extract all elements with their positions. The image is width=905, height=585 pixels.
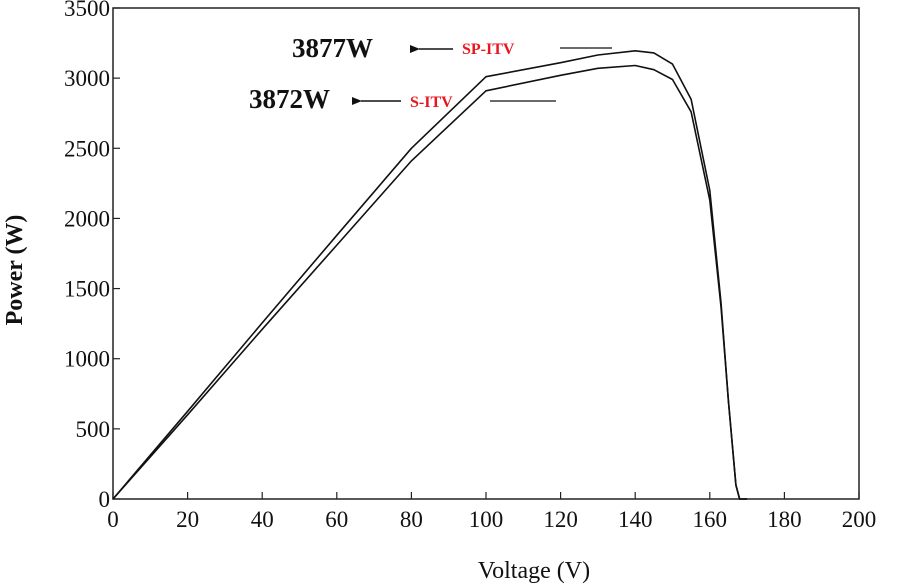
x-tick-label: 160 bbox=[693, 507, 728, 532]
series-line-s-itv bbox=[112, 64, 748, 500]
s-itv-series-label: S-ITV bbox=[410, 94, 453, 111]
x-tick-label: 80 bbox=[400, 507, 423, 532]
x-tick-label: 20 bbox=[176, 507, 199, 532]
axis-ticks: 0 20 40 60 80 100 120 140 160 180 2000500100015002… bbox=[64, 0, 876, 532]
plot-frame bbox=[112, 7, 860, 500]
y-tick-label: 1500 bbox=[64, 277, 110, 302]
x-tick-label: 180 bbox=[767, 507, 802, 532]
series-line-sp-itv bbox=[112, 49, 748, 500]
y-tick-label: 2000 bbox=[64, 206, 110, 231]
sp-itv-peak-value: 3877W bbox=[292, 33, 373, 63]
y-tick-label: 3000 bbox=[64, 66, 110, 91]
x-tick-label: 0 bbox=[107, 507, 119, 532]
x-tick-label: 140 bbox=[618, 507, 653, 532]
y-tick-label: 3500 bbox=[64, 0, 110, 21]
peak-annotations: 3877W SP-ITV 3872W S-ITV bbox=[249, 33, 612, 114]
x-tick-label: 40 bbox=[251, 507, 274, 532]
y-tick-label: 0 bbox=[99, 487, 111, 512]
s-itv-peak-value: 3872W bbox=[249, 84, 330, 114]
y-tick-label: 1000 bbox=[64, 347, 110, 372]
x-tick-label: 200 bbox=[842, 507, 877, 532]
y-tick-label: 2500 bbox=[64, 136, 110, 161]
x-tick-label: 100 bbox=[469, 507, 504, 532]
y-axis-title: Power (W) bbox=[2, 215, 28, 326]
y-tick-label: 500 bbox=[76, 417, 111, 442]
sp-itv-series-label: SP-ITV bbox=[462, 41, 515, 58]
x-axis-title: Voltage (V) bbox=[478, 558, 590, 584]
series-lines bbox=[112, 49, 748, 500]
x-tick-label: 120 bbox=[543, 507, 578, 532]
x-tick-label: 60 bbox=[325, 507, 348, 532]
